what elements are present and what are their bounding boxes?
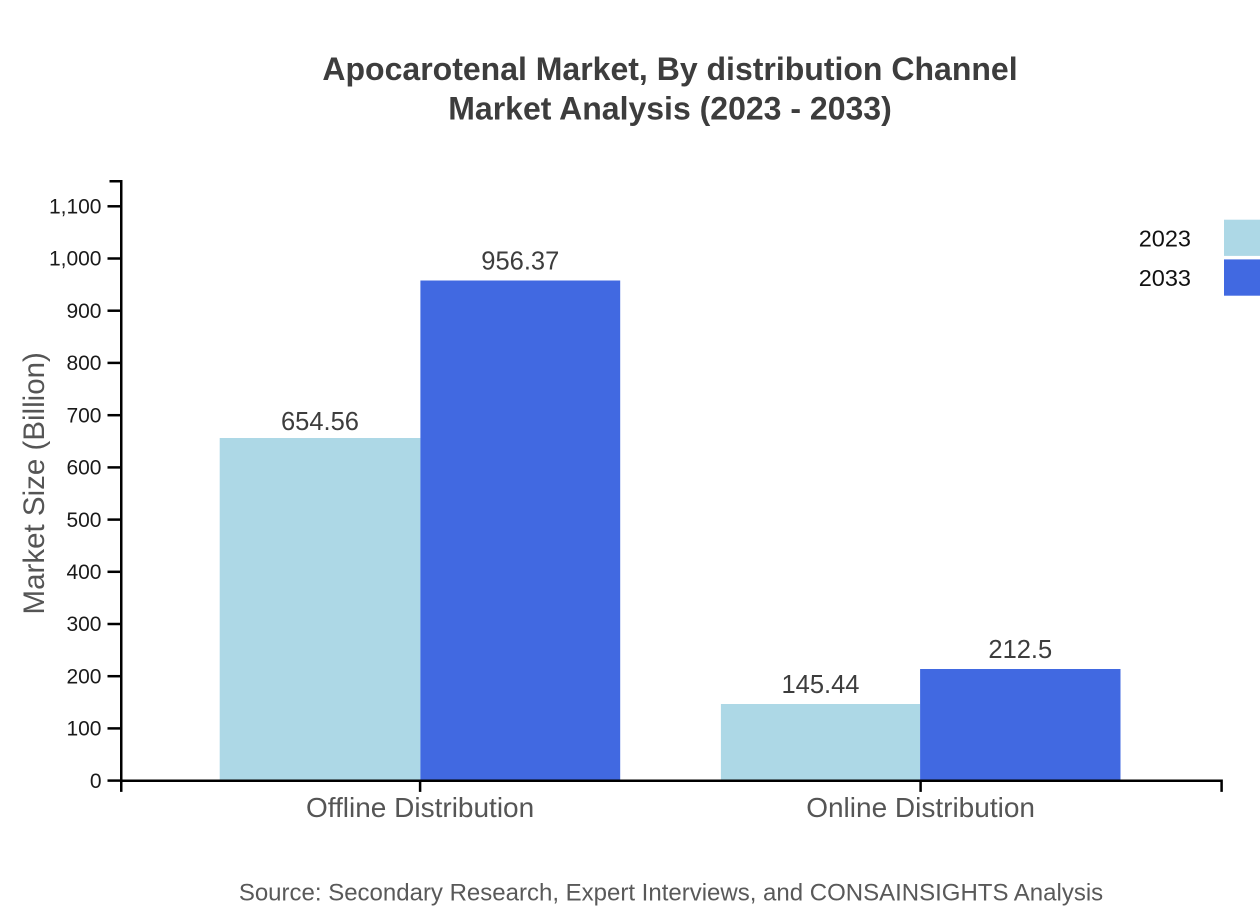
svg-text:800: 800 — [66, 352, 101, 375]
svg-text:2023: 2023 — [1139, 226, 1191, 252]
svg-text:2033: 2033 — [1139, 265, 1191, 291]
svg-text:900: 900 — [66, 300, 101, 323]
svg-text:654.56: 654.56 — [281, 408, 359, 436]
svg-text:1,100: 1,100 — [49, 196, 102, 219]
svg-text:Offline Distribution: Offline Distribution — [306, 792, 534, 823]
svg-text:200: 200 — [66, 665, 101, 688]
svg-text:300: 300 — [66, 613, 101, 636]
svg-text:Market Size (Billion): Market Size (Billion) — [18, 352, 51, 614]
svg-text:956.37: 956.37 — [481, 248, 559, 276]
svg-text:0: 0 — [90, 770, 102, 793]
svg-text:Online Distribution: Online Distribution — [806, 792, 1035, 823]
svg-text:212.5: 212.5 — [988, 636, 1052, 664]
svg-text:Source: Secondary Research, Ex: Source: Secondary Research, Expert Inter… — [239, 880, 1103, 907]
svg-text:1,000: 1,000 — [49, 248, 102, 271]
svg-text:Apocarotenal Market, By distri: Apocarotenal Market, By distribution Cha… — [322, 51, 1017, 87]
svg-text:Market Analysis (2023 - 2033): Market Analysis (2023 - 2033) — [448, 90, 892, 126]
svg-text:700: 700 — [66, 404, 101, 427]
svg-text:600: 600 — [66, 457, 101, 480]
svg-text:145.44: 145.44 — [782, 671, 860, 699]
svg-text:100: 100 — [66, 718, 101, 741]
svg-text:400: 400 — [66, 561, 101, 584]
svg-text:500: 500 — [66, 509, 101, 532]
